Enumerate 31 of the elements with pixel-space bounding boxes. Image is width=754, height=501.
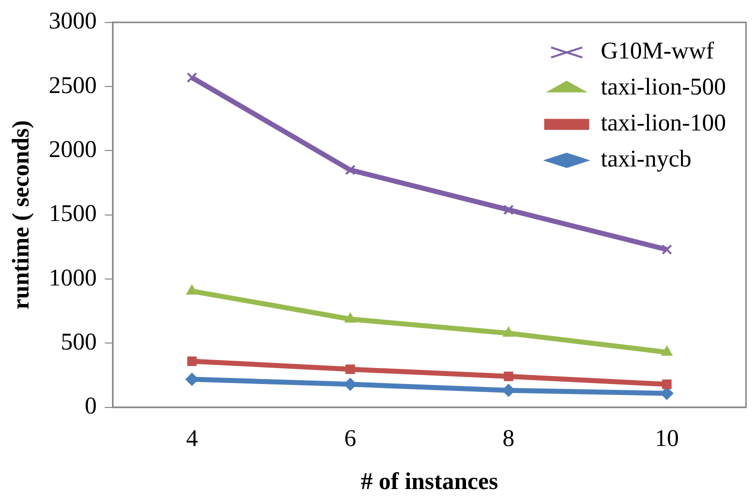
x-axis-title: # of instances [360,468,498,495]
point [662,244,672,255]
legend-label: taxi-lion-500 [600,74,726,101]
legend-label: taxi-lion-100 [600,110,726,137]
point [345,164,356,176]
point [186,284,198,295]
point [346,364,355,374]
point [661,346,673,356]
y-tick-label: 1500 [48,201,97,228]
y-tick-label: 500 [60,330,97,356]
point [187,356,197,366]
point [503,204,514,216]
x-tick-label: 4 [186,426,198,452]
point [502,326,514,337]
point [344,312,356,323]
point [186,72,198,83]
x-tick-label: 10 [654,426,679,452]
point [344,378,357,391]
y-tick-label: 0 [84,394,97,420]
point [504,372,514,382]
x-tick-label: 8 [502,426,515,452]
legend-label: G10M-wwf [600,38,714,65]
y-axis-title: runtime ( seconds) [8,120,35,310]
x-tick-label: 6 [344,426,356,452]
y-tick-label: 3000 [48,8,97,35]
point [662,380,672,390]
y-tick-label: 2500 [48,72,97,99]
point [185,372,198,386]
y-tick-label: 1000 [48,265,97,292]
legend-label: taxi-nycb [600,146,692,173]
y-tick-label: 2000 [48,137,97,164]
